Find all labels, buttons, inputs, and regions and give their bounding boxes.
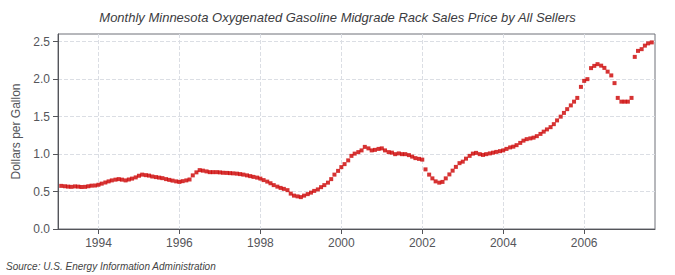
svg-text:2.5: 2.5 bbox=[33, 35, 50, 49]
svg-text:1994: 1994 bbox=[85, 236, 112, 250]
svg-text:1.0: 1.0 bbox=[33, 147, 50, 161]
svg-text:Dollars per Gallon: Dollars per Gallon bbox=[9, 83, 23, 179]
svg-text:0.0: 0.0 bbox=[33, 222, 50, 236]
svg-text:2002: 2002 bbox=[409, 236, 436, 250]
svg-text:2006: 2006 bbox=[571, 236, 598, 250]
svg-text:2000: 2000 bbox=[328, 236, 355, 250]
svg-text:Source: U.S. Energy Informatio: Source: U.S. Energy Information Administ… bbox=[6, 261, 216, 272]
svg-text:1.5: 1.5 bbox=[33, 110, 50, 124]
svg-text:1998: 1998 bbox=[247, 236, 274, 250]
svg-text:0.5: 0.5 bbox=[33, 185, 50, 199]
svg-text:1996: 1996 bbox=[166, 236, 193, 250]
svg-text:Monthly Minnesota Oxygenated G: Monthly Minnesota Oxygenated Gasoline Mi… bbox=[99, 10, 576, 25]
svg-text:2004: 2004 bbox=[490, 236, 517, 250]
svg-text:2.0: 2.0 bbox=[33, 72, 50, 86]
